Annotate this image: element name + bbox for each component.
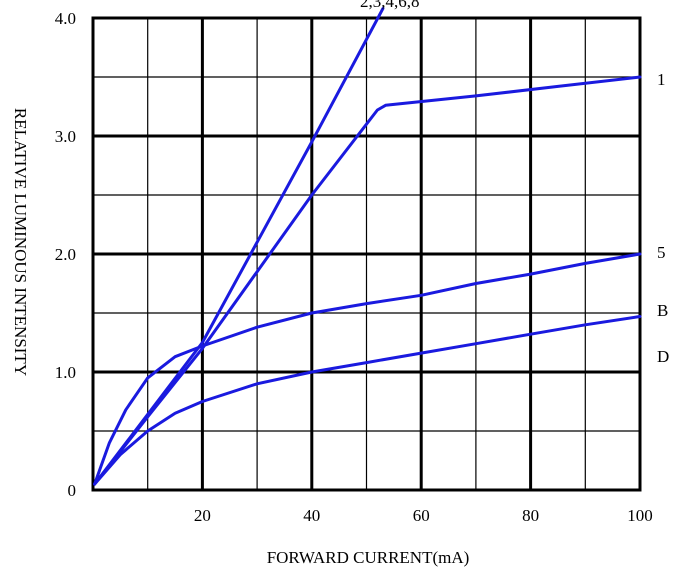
label-5: 5 — [657, 243, 666, 262]
label-D: D — [657, 347, 669, 366]
series-line-2 — [93, 252, 642, 486]
y-tick-label: 1.0 — [55, 363, 76, 382]
series-line-1 — [93, 75, 642, 486]
series-line-3 — [93, 315, 642, 486]
y-tick-label: 0 — [68, 481, 77, 500]
grid — [91, 16, 642, 492]
label-B: B — [657, 301, 668, 320]
x-tick-label: 100 — [627, 506, 653, 525]
y-tick-label: 3.0 — [55, 127, 76, 146]
series-group — [93, 7, 642, 486]
y-tick-label: 2.0 — [55, 245, 76, 264]
series-line-0 — [93, 7, 385, 486]
x-tick-label: 60 — [413, 506, 430, 525]
tick-labels: 20 40 60 80 100 0 1.0 2.0 3.0 4.0 — [55, 9, 653, 525]
x-axis-label: FORWARD CURRENT(mA) — [267, 548, 470, 567]
y-axis-label: RELATIVE LUMINOUS INTENSITY — [11, 108, 30, 376]
label-2-3-4-6-8: 2,3,4,6,8 — [360, 0, 420, 11]
x-tick-label: 80 — [522, 506, 539, 525]
x-tick-label: 20 — [194, 506, 211, 525]
y-tick-label: 4.0 — [55, 9, 76, 28]
x-tick-label: 40 — [303, 506, 320, 525]
label-1: 1 — [657, 70, 666, 89]
